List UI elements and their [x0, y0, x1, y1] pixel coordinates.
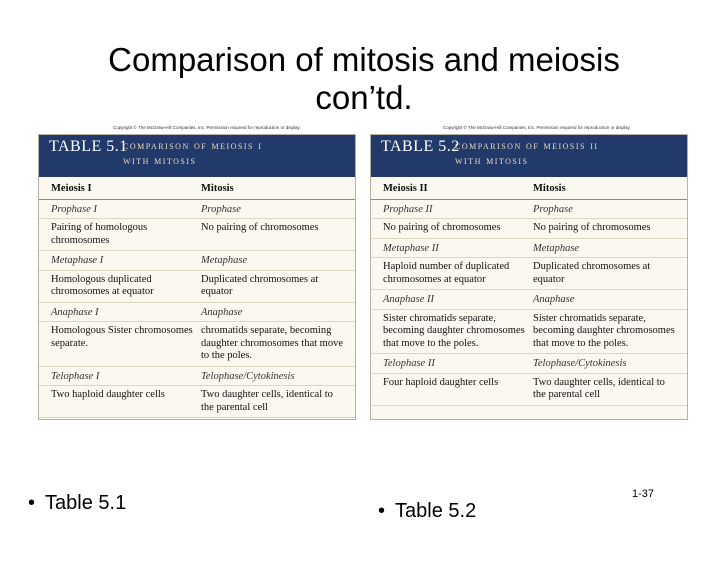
column-header: Mitosis	[533, 183, 566, 194]
cell: Two daughter cells, identical to the par…	[201, 389, 333, 413]
cell: Telophase I	[51, 370, 100, 382]
slide-number: 1-37	[632, 488, 655, 500]
cell: No pairing of chromosomes	[201, 222, 319, 233]
phase-row: Anaphase II Anaphase	[371, 290, 687, 310]
cell: Telophase/Cytokinesis	[201, 370, 295, 382]
cell: Sister chromatids separate, becoming dau…	[383, 312, 525, 349]
cell: Prophase	[201, 203, 241, 215]
cell: Anaphase	[201, 306, 243, 318]
phase-row: Metaphase I Metaphase	[39, 251, 355, 271]
description-row: Two haploid daughter cells Two daughter c…	[39, 386, 355, 418]
table-number: TABLE 5.1	[49, 138, 128, 155]
table-header-band: TABLE 5.2 COMPARISON OF MEIOSIS II WITH MI…	[371, 135, 687, 177]
slide-title: Comparison of mitosis and meiosis	[108, 41, 620, 78]
bullet: Table 5.2	[378, 500, 476, 523]
cell: Four haploid daughter cells	[383, 376, 499, 388]
cell: Homologous Sister chromosomes separate.	[51, 325, 193, 349]
phase-row: Prophase II Prophase	[371, 200, 687, 219]
description-row: Homologous Sister chromosomes separate. c…	[39, 322, 355, 367]
cell: Duplicated chromosomes at equator	[201, 273, 319, 298]
cell: Anaphase I	[51, 306, 99, 318]
bullet: Table 5.1	[28, 492, 126, 515]
column-header: Meiosis I	[51, 183, 92, 194]
table-number: TABLE 5.2	[381, 138, 460, 155]
description-row: No pairing of chromosomes No pairing of c…	[371, 219, 687, 239]
cell: Telophase/Cytokinesis	[533, 358, 627, 369]
cell: Metaphase I	[51, 255, 104, 266]
table: TABLE 5.1 COMPARISON OF MEIOSIS I WITH MIT…	[38, 134, 356, 420]
cell: Metaphase	[201, 255, 248, 266]
description-row: Homologous duplicated chromosomes at equ…	[39, 271, 355, 303]
table: TABLE 5.2 COMPARISON OF MEIOSIS II WITH MI…	[370, 134, 688, 420]
cell: Metaphase II	[383, 242, 439, 254]
cell: Duplicated chromosomes at equator	[533, 261, 651, 285]
column-header: Mitosis	[201, 183, 234, 194]
copyright: Copyright © The McGraw-Hill Companies, I…	[443, 125, 631, 130]
cell: Metaphase	[533, 242, 580, 254]
header-row: Meiosis I Mitosis	[39, 177, 355, 200]
cell: Two daughter cells, identical to the par…	[533, 376, 665, 401]
cell: Telophase II	[383, 358, 435, 369]
cell: Two haploid daughter cells	[51, 389, 165, 400]
table-title-line: COMPARISON OF MEIOSIS I	[123, 140, 263, 152]
cell: Prophase II	[383, 203, 433, 215]
description-row: Pairing of homologous chromosomes No pair…	[39, 219, 355, 251]
cell: Anaphase II	[383, 294, 435, 305]
cell: No pairing of chromosomes	[533, 222, 651, 233]
phase-row: Telophase I Telophase/Cytokinesis	[39, 367, 355, 386]
phase-row: Anaphase I Anaphase	[39, 303, 355, 322]
table-header-band: TABLE 5.1 COMPARISON OF MEIOSIS I WITH MIT…	[39, 135, 355, 177]
description-row: Sister chromatids separate, becoming dau…	[371, 310, 687, 354]
table-title-line: WITH MITOSIS	[123, 155, 197, 167]
cell: Sister chromatids separate, becoming dau…	[533, 312, 675, 349]
cell: Homologous duplicated chromosomes at equ…	[51, 273, 154, 298]
phase-row: Prophase I Prophase	[39, 200, 355, 219]
column-header: Meiosis II	[383, 183, 428, 194]
cell: chromatids separate, becoming daughter c…	[201, 325, 344, 361]
header-row: Meiosis II Mitosis	[371, 177, 687, 200]
table-title-line: WITH MITOSIS	[455, 155, 529, 167]
cell: No pairing of chromosomes	[383, 222, 501, 233]
cell: Prophase I	[51, 203, 97, 215]
slide-title: con’td.	[315, 79, 413, 116]
cell: Haploid number of duplicated chromosomes…	[383, 261, 510, 285]
description-row: Four haploid daughter cells Two daughter …	[371, 374, 687, 406]
table-title-line: COMPARISON OF MEIOSIS II	[455, 140, 599, 152]
table-title: COMPARISON OF MEIOSIS I WITH MITOSIS	[123, 139, 262, 169]
copyright: Copyright © The McGraw-Hill Companies, I…	[113, 125, 301, 130]
table-title: COMPARISON OF MEIOSIS II WITH MITOSIS	[455, 139, 599, 169]
phase-row: Metaphase II Metaphase	[371, 239, 687, 258]
cell: Pairing of homologous chromosomes	[51, 222, 148, 246]
description-row: Haploid number of duplicated chromosomes…	[371, 258, 687, 290]
phase-row: Telophase II Telophase/Cytokinesis	[371, 354, 687, 374]
cell: Prophase	[533, 203, 573, 215]
cell: Anaphase	[533, 294, 575, 305]
